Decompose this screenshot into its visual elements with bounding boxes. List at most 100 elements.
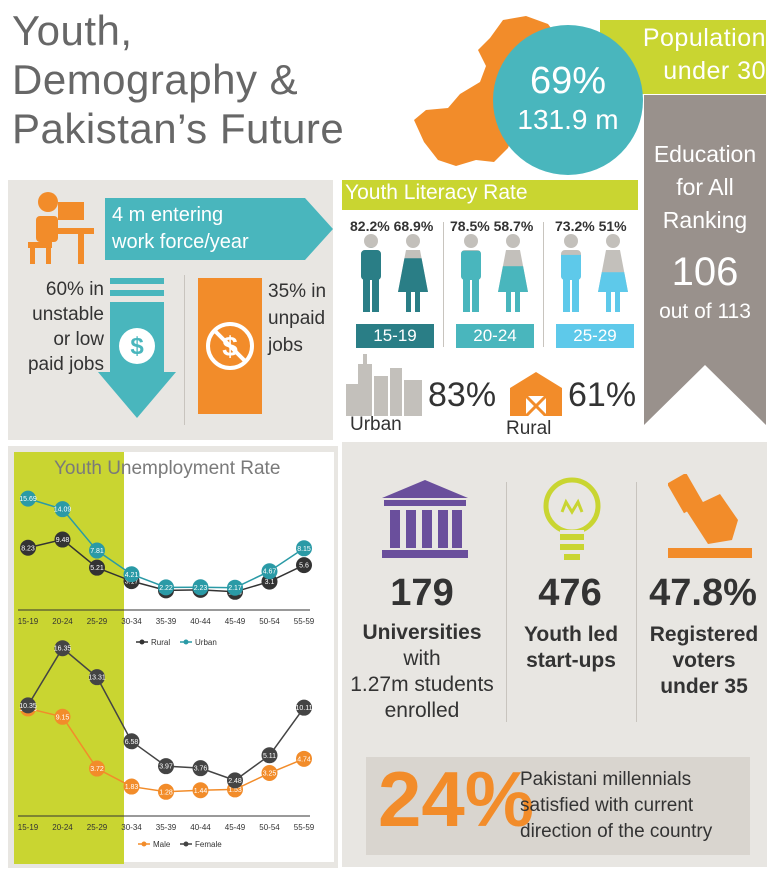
chart-2-female-label: 6.58 xyxy=(125,739,139,746)
chart-2-legend-label: Female xyxy=(195,840,222,849)
literacy-group-3-female: 51% xyxy=(598,218,627,234)
population-label: Population under 30 xyxy=(610,22,766,88)
chart-1-rural-label: 5.6 xyxy=(299,563,309,570)
chart-1-urban-point xyxy=(261,563,278,580)
chart-1-urban-label: 2.22 xyxy=(159,585,173,592)
chart-2-male-point xyxy=(123,778,140,795)
chart-1-x-tick: 35-39 xyxy=(156,617,177,626)
education-title-line-2: for All xyxy=(676,174,734,200)
population-percent: 69% xyxy=(529,60,607,102)
education-rank: 106 xyxy=(671,250,739,294)
literacy-female-figure-2 xyxy=(498,234,528,312)
chart-2-female-point xyxy=(89,669,105,686)
chart-1-urban-label: 7.81 xyxy=(90,548,104,555)
chart-1-rural-point xyxy=(54,531,71,548)
chart-2-male-label: 1.83 xyxy=(125,784,139,791)
workforce-text: 4 m entering work force/year xyxy=(112,202,312,256)
literacy-group-1-female: 68.9% xyxy=(393,218,434,234)
startups-count: 476 xyxy=(538,572,602,614)
millennials-line-3: direction of the country xyxy=(520,821,713,842)
literacy-male-figure-3 xyxy=(561,234,581,312)
literacy-fill-male-3 xyxy=(561,254,581,312)
voters-line-1: Registered xyxy=(649,623,759,646)
unpaid-line-3: jobs xyxy=(268,335,303,356)
literacy-fill-male-2 xyxy=(461,250,481,312)
chart-2-x-tick: 20-24 xyxy=(52,823,73,832)
chart-2-male-line xyxy=(27,707,305,793)
chart-1-urban-point xyxy=(89,542,105,559)
chart-2-male-label: 3.72 xyxy=(90,766,104,773)
chart-1-urban-label: 14.09 xyxy=(54,507,72,514)
dollar-down-arrow-icon: $ xyxy=(98,278,176,418)
literacy-title-box xyxy=(342,180,638,210)
chart-2-female-point xyxy=(123,733,140,750)
chart-1-urban-label: 2.23 xyxy=(194,585,208,592)
worker-desk-icon xyxy=(28,192,94,264)
chart-1-urban-label: 4.21 xyxy=(125,572,139,579)
population-count: 131.9 m xyxy=(517,104,619,135)
unemployment-title: Youth Unemployment Rate xyxy=(54,458,280,480)
universities-count: 179 xyxy=(390,572,454,614)
unpaid-line-2: unpaid xyxy=(268,308,326,329)
chart-1-rural-label: 8.23 xyxy=(21,545,35,552)
chart-1-legend-dot xyxy=(183,639,189,645)
chart-1-legend-label: Rural xyxy=(151,638,170,647)
chart-2-legend-dot xyxy=(141,841,147,847)
rural-literacy-percent: 61% xyxy=(568,376,637,414)
chart-1-rural-point xyxy=(296,557,312,574)
population-label-line-1: Population xyxy=(642,24,766,52)
literacy-male-figure-2 xyxy=(461,234,481,312)
chart-1-urban-point xyxy=(123,566,140,583)
chart-2-x-tick: 50-54 xyxy=(259,823,280,832)
chart-2-male-label: 9.15 xyxy=(56,714,70,721)
literacy-female-figure-1 xyxy=(398,234,428,312)
chart-2-male-label: 4.74 xyxy=(297,756,311,763)
universities-text: Universities with 1.27m students enrolle… xyxy=(342,620,502,724)
millennials-text: Pakistani millennials satisfied with cur… xyxy=(520,767,750,845)
unemployment-title-youth: Youth xyxy=(54,458,102,479)
chart-1-urban-point xyxy=(227,579,243,596)
literacy-group-3-values: 73.2% 51% xyxy=(555,218,645,234)
literacy-title: Youth Literacy Rate xyxy=(345,181,528,204)
chart-2-x-tick: 30-34 xyxy=(121,823,142,832)
startups-line-2: start-ups xyxy=(526,649,616,672)
barn-icon xyxy=(510,372,562,416)
chart-2-male-point xyxy=(261,765,278,782)
chart-1-urban-label: 8.15 xyxy=(297,546,311,553)
chart-2-x-tick: 45-49 xyxy=(225,823,246,832)
chart-1-rural-point xyxy=(20,539,36,556)
universities-line-2: with xyxy=(403,647,441,670)
chart-2-male-label: 1.53 xyxy=(228,787,242,794)
chart-1-rural-label: 9.48 xyxy=(56,537,70,544)
literacy-group-2-male: 78.5% xyxy=(450,218,490,234)
chart-1-x-tick: 20-24 xyxy=(52,617,73,626)
chart-2-female-point xyxy=(296,699,312,716)
chart-1-urban-point xyxy=(158,579,174,596)
chart-2-x-tick: 15-19 xyxy=(18,823,39,832)
chart-2-male-label: 1.28 xyxy=(159,789,173,796)
chart-1-x-tick: 15-19 xyxy=(18,617,39,626)
chart-2-male-point xyxy=(89,760,105,777)
chart-2-male-point xyxy=(296,750,312,767)
chart-2-legend-dot xyxy=(183,841,189,847)
chart-2-female-point xyxy=(20,697,36,714)
chart-2-male-label: 3.25 xyxy=(263,771,277,778)
chart-1-urban-point xyxy=(54,501,71,518)
education-out-of: out of 113 xyxy=(659,300,751,323)
chart-2-male-point xyxy=(54,708,71,725)
chart-2-x-tick: 25-29 xyxy=(87,823,108,832)
unstable-line-2: unstable xyxy=(32,304,104,325)
workforce-arrow xyxy=(105,198,333,260)
literacy-divider-2 xyxy=(543,222,544,347)
universities-line-1: Universities xyxy=(362,621,482,644)
no-dollar-icon: $ xyxy=(198,278,262,414)
chart-1-legend-label: Urban xyxy=(195,638,217,647)
literacy-fill-female-1 xyxy=(398,258,428,312)
chart-2-male-label: 1.44 xyxy=(194,788,208,795)
literacy-group-1-male: 82.2% xyxy=(350,218,390,234)
rural-label: Rural xyxy=(506,418,552,439)
chart-2-male-point xyxy=(158,783,174,800)
chart-2-female-label: 13.31 xyxy=(88,675,106,682)
unstable-jobs-text: 60% in unstable or low paid jobs xyxy=(14,277,104,377)
light-bulb-icon xyxy=(543,477,601,560)
